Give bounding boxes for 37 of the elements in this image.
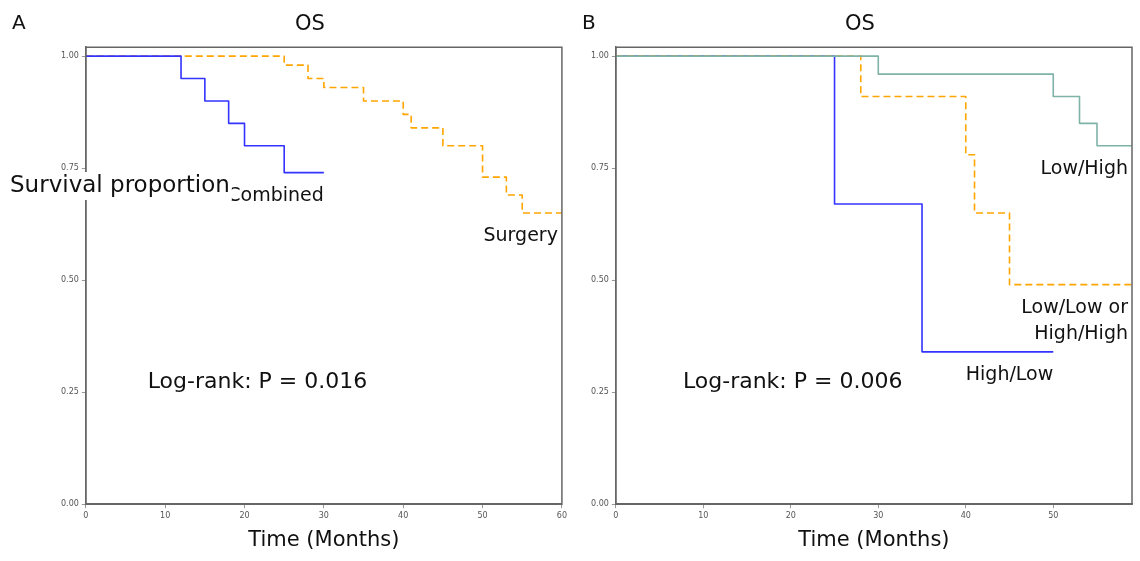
text: B [582, 10, 596, 35]
annotation: Log-rank: P = 0.016 [147, 367, 368, 393]
chart-title: OS [845, 11, 875, 36]
series-label: High/Low [965, 362, 1054, 385]
chart-title: OS [295, 11, 325, 36]
x-tick-label: 30 [318, 511, 329, 521]
x-tick-label: 20 [239, 511, 250, 521]
x-tick-label: 20 [785, 511, 796, 521]
series-label: Combined [227, 183, 324, 206]
y-tick-label: 0.25 [61, 387, 79, 397]
y-tick-label: 0.75 [61, 163, 79, 173]
y-tick-label: 0.00 [61, 499, 79, 509]
y-tick-label: 0.50 [61, 275, 79, 285]
y-tick-label: 1.00 [591, 51, 609, 61]
y-tick-label: 1.00 [61, 51, 79, 61]
x-tick-label: 60 [556, 511, 567, 521]
text: A [12, 10, 26, 35]
y-tick-label: 0.75 [591, 163, 609, 173]
series-label: Low/High [1040, 156, 1128, 179]
x-tick-label: 0 [83, 511, 89, 521]
series-label: Surgery [483, 223, 558, 246]
x-tick-label: 50 [1048, 511, 1059, 521]
x-tick-label: 0 [613, 511, 619, 521]
x-axis-title: Time (Months) [797, 526, 950, 551]
y-tick-label: 0.50 [591, 275, 609, 285]
x-tick-label: 40 [960, 511, 971, 521]
x-axis-title: Time (Months) [247, 526, 400, 551]
y-tick-label: 0.00 [591, 499, 609, 509]
x-tick-label: 10 [698, 511, 709, 521]
annotation: Log-rank: P = 0.006 [682, 367, 903, 393]
y-axis-title: Survival proportion [10, 171, 230, 198]
y-tick-label: 0.25 [591, 387, 609, 397]
x-tick-label: 50 [477, 511, 488, 521]
x-tick-label: 10 [160, 511, 171, 521]
series-label: Low/Low or High/High [1021, 295, 1129, 344]
x-tick-label: 30 [873, 511, 884, 521]
x-tick-label: 40 [398, 511, 409, 521]
